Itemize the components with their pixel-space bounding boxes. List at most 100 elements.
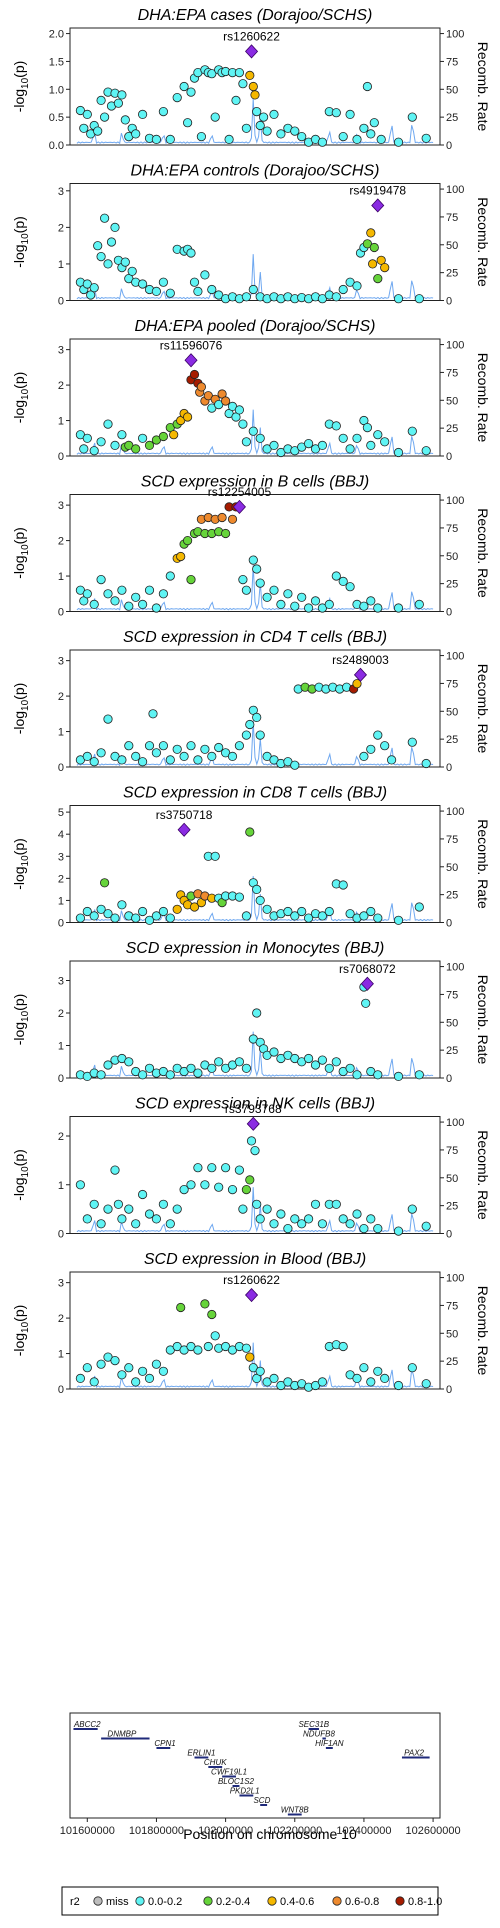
snp-point	[75, 1373, 86, 1384]
snp-point	[234, 741, 244, 751]
snp-point	[369, 242, 379, 253]
snp-point	[165, 755, 175, 765]
snp-point	[172, 744, 182, 754]
snp-point	[241, 1063, 251, 1073]
snp-point	[317, 1377, 327, 1387]
snp-point	[407, 426, 417, 436]
legend-label: 0.0-0.2	[148, 1896, 182, 1908]
snp-point	[283, 1224, 293, 1234]
snp-point	[303, 1053, 314, 1064]
y-tick-label: 0	[58, 607, 64, 619]
snp-point	[359, 751, 369, 762]
legend-label: 0.8-1.0	[408, 1896, 442, 1908]
y-tick-label: 0	[58, 918, 64, 930]
y-tick-label: 2.0	[49, 29, 64, 41]
snp-point	[366, 906, 376, 917]
snp-point	[290, 126, 300, 136]
y2-tick-label: 25	[446, 734, 458, 746]
snp-point	[373, 730, 383, 740]
y-tick-label: 2	[58, 1313, 64, 1325]
y-tick-label: 1	[58, 416, 64, 428]
y-tick-label: 3	[58, 1278, 64, 1290]
snp-point	[262, 126, 272, 136]
snp-point	[200, 744, 210, 754]
y2-tick-label: 0	[446, 607, 452, 619]
snp-point	[144, 440, 155, 450]
y-tick-label: 1	[58, 1041, 64, 1053]
y2-tick-label: 75	[446, 989, 458, 1001]
y-axis-label: -log10(p)	[11, 372, 31, 424]
x-tick-label: 102000000	[198, 1825, 253, 1837]
snp-point	[290, 1214, 300, 1224]
snp-point	[138, 906, 148, 917]
snp-point	[82, 1214, 92, 1224]
snp-point	[352, 1070, 362, 1080]
y2-tick-label: 75	[446, 212, 458, 224]
snp-point	[96, 748, 106, 758]
y-tick-label: 0	[58, 451, 64, 463]
y-tick-label: 3	[58, 345, 64, 357]
y-tick-label: 0	[58, 296, 64, 308]
snp-point	[103, 419, 113, 429]
snp-point	[158, 1366, 168, 1376]
snp-point	[176, 551, 186, 562]
y2-axis-label: Recomb. Rate	[475, 353, 491, 443]
panel-title: SCD expression in CD4 T cells (BBJ)	[123, 629, 387, 646]
snp-point	[331, 571, 341, 581]
snp-point	[283, 906, 293, 917]
snp-point	[269, 109, 279, 120]
y2-tick-label: 100	[446, 1273, 464, 1285]
snp-point	[165, 913, 175, 923]
snp-point	[200, 1299, 210, 1309]
gene-label: NDUFB8	[303, 1730, 336, 1739]
snp-point	[345, 1219, 355, 1229]
snp-point	[179, 751, 189, 762]
snp-point	[345, 109, 355, 120]
snp-point	[158, 906, 168, 917]
snp-point	[246, 1136, 257, 1146]
snp-point	[79, 444, 89, 454]
snp-point	[227, 751, 238, 762]
snp-point	[252, 564, 262, 574]
y2-tick-label: 75	[446, 678, 458, 690]
snp-point	[345, 1063, 355, 1073]
snp-point	[224, 134, 234, 144]
snp-point	[138, 757, 148, 767]
snp-point	[380, 437, 390, 447]
snp-point	[362, 81, 372, 92]
snp-point	[96, 437, 106, 447]
snp-point	[380, 1373, 390, 1384]
gene-label: SEC31B	[298, 1720, 329, 1729]
snp-point	[165, 571, 175, 581]
snp-point	[269, 440, 279, 450]
snp-point	[138, 1366, 148, 1376]
snp-point	[183, 118, 193, 128]
snp-point	[113, 98, 124, 108]
snp-point	[373, 1224, 383, 1234]
snp-point	[248, 81, 258, 92]
panel-2: DHA:EPA pooled (Dorajoo/SCHS) 0 1 2 3 0 25 50 75…	[11, 318, 491, 463]
snp-point	[124, 1204, 134, 1214]
snp-point	[331, 108, 341, 118]
panel-title: DHA:EPA pooled (Dorajoo/SCHS)	[135, 318, 376, 335]
snp-point	[179, 81, 189, 92]
y2-axis-label: Recomb. Rate	[475, 197, 491, 287]
snp-point	[144, 915, 155, 925]
snp-point	[373, 1070, 383, 1080]
snp-point	[250, 90, 260, 100]
snp-point	[193, 1068, 203, 1078]
snp-point	[186, 574, 196, 585]
snp-point	[193, 286, 203, 296]
snp-point	[234, 892, 244, 902]
legend-swatch	[267, 1896, 277, 1906]
y-tick-label: 1	[58, 727, 64, 739]
y2-axis-label: Recomb. Rate	[475, 819, 491, 909]
gene-label: DNMBP	[107, 1730, 137, 1739]
snp-point	[324, 599, 334, 610]
snp-point	[151, 748, 161, 758]
snp-point	[75, 1180, 86, 1190]
y-tick-label: 2	[58, 1008, 64, 1020]
y2-axis-label: Recomb. Rate	[475, 508, 491, 598]
snp-point	[138, 433, 148, 443]
gene-label: CHUK	[204, 1758, 227, 1767]
